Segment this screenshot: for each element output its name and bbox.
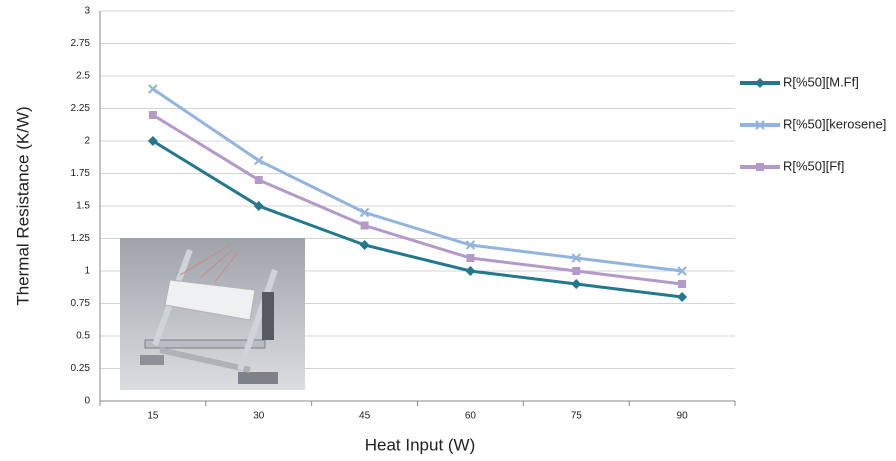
x-tick-label: 75 bbox=[571, 411, 583, 422]
y-tick-label: 0.5 bbox=[76, 331, 90, 342]
y-tick-label: 0 bbox=[84, 396, 90, 407]
x-tick-label: 60 bbox=[465, 411, 477, 422]
y-tick-label: 3 bbox=[84, 6, 90, 17]
marker bbox=[253, 155, 264, 166]
marker bbox=[571, 279, 582, 289]
x-tick-label: 15 bbox=[147, 411, 159, 422]
photo-foot bbox=[140, 355, 164, 365]
marker bbox=[755, 120, 765, 130]
marker bbox=[148, 84, 158, 94]
x-tick-label: 30 bbox=[253, 411, 265, 422]
y-tick-label: 2.75 bbox=[71, 38, 91, 49]
legend-text: R[%50][M.Ff] bbox=[783, 74, 859, 89]
marker bbox=[147, 136, 158, 146]
legend-text: R[%50][kerosene] bbox=[783, 116, 886, 131]
marker bbox=[572, 267, 581, 275]
marker bbox=[465, 266, 476, 276]
photo-background bbox=[120, 238, 305, 390]
marker bbox=[465, 240, 476, 250]
y-axis-title: Thermal Resistance (K/W) bbox=[13, 106, 32, 305]
y-tick-label: 2.25 bbox=[71, 103, 91, 114]
photo-frame bbox=[144, 339, 266, 349]
marker bbox=[253, 201, 264, 211]
marker bbox=[360, 221, 369, 230]
photo-rail bbox=[159, 347, 251, 373]
y-tick-label: 1.5 bbox=[76, 201, 90, 212]
marker bbox=[677, 266, 687, 276]
marker bbox=[359, 240, 370, 250]
marker bbox=[359, 207, 370, 218]
x-tick-label: 45 bbox=[359, 411, 371, 422]
y-tick-label: 0.25 bbox=[71, 363, 91, 374]
series-line bbox=[152, 113, 683, 286]
marker bbox=[756, 163, 764, 171]
photo-wire bbox=[179, 244, 239, 283]
photo-clamp bbox=[262, 292, 274, 340]
inset-photo bbox=[120, 238, 305, 390]
marker bbox=[677, 292, 688, 302]
photo-pipes bbox=[164, 279, 256, 321]
y-tick-label: 0.75 bbox=[71, 298, 91, 309]
series-line bbox=[152, 139, 683, 299]
x-tick-label: 90 bbox=[677, 411, 689, 422]
y-tick-label: 1.75 bbox=[71, 168, 91, 179]
x-axis-title: Heat Input (W) bbox=[365, 435, 476, 454]
marker bbox=[678, 280, 687, 288]
photo-foot bbox=[238, 372, 278, 384]
marker bbox=[466, 254, 475, 262]
photo-plate bbox=[237, 269, 278, 371]
marker bbox=[254, 176, 263, 184]
legend-text: R[%50][Ff] bbox=[783, 158, 844, 173]
y-tick-label: 1 bbox=[84, 266, 90, 277]
series-line bbox=[152, 87, 683, 273]
y-tick-label: 2 bbox=[84, 136, 90, 147]
y-tick-label: 2.5 bbox=[76, 71, 90, 82]
marker bbox=[571, 253, 582, 263]
marker bbox=[755, 78, 765, 88]
y-tick-label: 1.25 bbox=[71, 233, 91, 244]
marker bbox=[148, 111, 157, 119]
